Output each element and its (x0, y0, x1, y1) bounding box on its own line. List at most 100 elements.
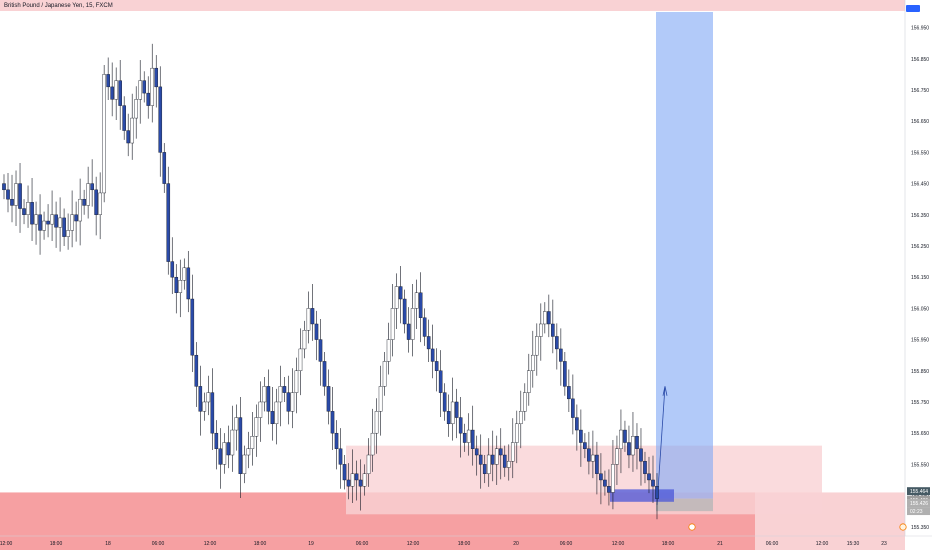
y-tick-label: 156.650 (911, 119, 929, 125)
price-label: 155.464 (910, 489, 928, 495)
x-tick-label: 18:00 (458, 541, 471, 547)
candle-body (58, 217, 62, 228)
candle-body (579, 429, 583, 443)
candle-body (543, 311, 547, 325)
candle-body (26, 202, 30, 215)
candle-body (170, 261, 175, 278)
candle-body (294, 370, 299, 393)
candle-body (354, 473, 359, 481)
candle-body (222, 442, 227, 465)
x-tick-label: 12:00 (612, 541, 625, 547)
candle-body (547, 311, 551, 325)
candle-body (478, 454, 483, 465)
y-tick-label: 156.450 (911, 182, 929, 188)
y-tick-label: 156.250 (911, 244, 929, 250)
candle-body (603, 479, 607, 487)
price-label-box (907, 507, 930, 516)
candle-body (98, 192, 102, 215)
candle-body (362, 473, 367, 487)
candle-body (218, 448, 223, 465)
x-tick-label: 06:00 (356, 541, 369, 547)
candle-body (338, 448, 343, 465)
candle-body (178, 280, 183, 293)
candle-body (410, 308, 415, 340)
candle-body (486, 454, 491, 474)
candle-body (330, 411, 335, 434)
candle-body (214, 432, 219, 449)
candle-body (318, 339, 323, 362)
candle-body (514, 423, 519, 443)
x-tick-label: 15:30 (847, 541, 860, 547)
top-band (0, 0, 905, 11)
candle-body (426, 336, 431, 350)
y-tick-label: 156.150 (911, 275, 929, 281)
price-label-box (907, 499, 930, 508)
candle-body (202, 401, 207, 412)
candle-body (430, 348, 435, 362)
candle-body (254, 417, 259, 437)
candle-body (210, 392, 215, 434)
candle-body (643, 461, 647, 474)
candle-body (306, 308, 311, 331)
y-tick-label: 155.550 (911, 462, 929, 468)
candle-body (607, 486, 611, 493)
x-tick-label: 06:00 (560, 541, 573, 547)
candle-body (390, 308, 395, 340)
candle-body (38, 214, 42, 231)
candle-body (198, 386, 203, 412)
candle-body (274, 401, 279, 425)
candle-body (446, 411, 451, 425)
candle-body (398, 286, 403, 300)
candle-body (102, 74, 106, 194)
x-tick-label: 18:00 (662, 541, 675, 547)
candle-body (54, 214, 58, 228)
candle-body (262, 386, 267, 403)
y-tick-label: 155.950 (911, 338, 929, 344)
candle-body (234, 417, 239, 431)
x-tick-label: 06:00 (152, 541, 165, 547)
candle-body (250, 436, 255, 449)
entry-block (610, 489, 674, 502)
candle-body (563, 361, 567, 387)
candle-body (575, 417, 579, 431)
candle-body (531, 354, 535, 371)
candle-body (655, 486, 659, 499)
y-tick-label: 155.750 (911, 400, 929, 406)
x-tick-label: 18:00 (254, 541, 267, 547)
flag-icon (688, 523, 696, 531)
alert-flag-icon[interactable] (906, 5, 920, 12)
candle-body (639, 448, 643, 462)
candle-body (154, 67, 159, 88)
candle-body (238, 417, 243, 474)
candle-body (374, 411, 379, 434)
x-tick-label: 21 (717, 541, 723, 547)
candle-body (2, 183, 6, 191)
candle-body (346, 479, 351, 487)
candle-body (378, 386, 383, 412)
candle-body (510, 442, 515, 462)
candle-body (406, 323, 411, 340)
candle-body (458, 417, 463, 434)
candle-body (18, 183, 22, 209)
x-tick-label: 12:00 (204, 541, 217, 547)
candle-body (290, 392, 295, 412)
candle-body (502, 454, 507, 468)
candle-body (414, 292, 419, 309)
y-tick-label: 156.850 (911, 57, 929, 63)
candle-body (246, 448, 251, 456)
candle-body (555, 336, 559, 350)
y-tick-label: 156.050 (911, 306, 929, 312)
candle-body (366, 454, 371, 474)
candle-body (498, 448, 503, 456)
x-tick-label: 12:00 (0, 541, 12, 547)
candle-body (454, 401, 459, 418)
price-label: 155.426 (910, 501, 928, 507)
candle-body (34, 214, 38, 225)
candle-body (110, 86, 114, 100)
candle-body (583, 442, 587, 449)
calendar-icon (899, 523, 907, 531)
candle-body (326, 386, 331, 412)
candle-body (66, 230, 70, 237)
